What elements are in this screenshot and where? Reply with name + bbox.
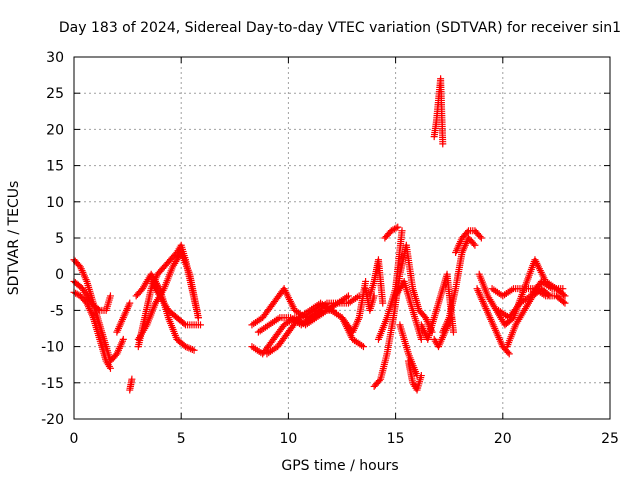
y-tick-label: -10 [41, 340, 64, 356]
x-tick-label: 20 [494, 431, 512, 447]
data-point [417, 335, 425, 343]
data-point [180, 320, 188, 328]
data-point [561, 292, 569, 300]
data-points [70, 75, 569, 394]
data-point [359, 343, 367, 351]
x-axis-title: GPS time / hours [281, 458, 398, 474]
series-arc23 [417, 270, 457, 343]
data-point [379, 299, 387, 307]
grid-lines [74, 57, 610, 419]
chart-title: Day 183 of 2024, Sidereal Day-to-day VTE… [59, 20, 621, 36]
data-point [187, 345, 195, 353]
data-point [545, 291, 553, 299]
data-point [561, 299, 569, 307]
data-point [128, 375, 136, 383]
data-point [394, 223, 402, 231]
series-arc1 [70, 256, 127, 365]
series-arc18 [374, 227, 406, 343]
data-point [126, 299, 134, 307]
data-point [439, 140, 447, 148]
axis-ticks: 0 5 10 15 20 25 -20 -15 -10 -5 0 5 10 15 20 25 30 [41, 50, 619, 447]
series-arc26 [430, 75, 447, 148]
data-point [546, 292, 554, 300]
series-arc21 [396, 321, 421, 380]
series-arc3 [70, 277, 114, 314]
data-point [196, 321, 204, 329]
series-arc15 [362, 285, 378, 314]
data-point [362, 277, 370, 285]
series-arc4 [113, 299, 134, 336]
series-arc8 [134, 248, 202, 343]
x-tick-label: 10 [279, 431, 297, 447]
data-point [194, 314, 202, 322]
data-point [391, 225, 399, 233]
data-point [392, 224, 400, 232]
data-point [94, 305, 102, 313]
data-point [73, 290, 81, 298]
data-point [477, 234, 485, 242]
series-arc22 [404, 357, 425, 394]
data-point [188, 345, 196, 353]
series-arc28 [473, 285, 513, 358]
data-point [106, 364, 114, 372]
y-tick-label: 10 [46, 195, 64, 211]
y-tick-label: 5 [55, 231, 64, 247]
data-point [447, 314, 455, 322]
y-tick-label: 0 [55, 267, 64, 283]
x-tick-label: 15 [387, 431, 405, 447]
data-point [181, 343, 189, 351]
data-point [185, 344, 193, 352]
series-arc19 [381, 223, 402, 242]
data-point [471, 241, 479, 249]
data-point [449, 328, 457, 336]
series-arc32 [503, 285, 554, 351]
y-tick-label: -20 [41, 412, 64, 428]
series-arc13 [263, 299, 367, 358]
data-point [119, 335, 127, 343]
data-point [344, 292, 352, 300]
x-tick-label: 25 [601, 431, 619, 447]
y-tick-label: 25 [46, 86, 64, 102]
y-tick-label: 20 [46, 122, 64, 138]
series-arc25 [430, 314, 455, 351]
data-point [463, 228, 471, 236]
data-point [470, 240, 478, 248]
data-point [505, 350, 513, 358]
data-point [375, 377, 383, 385]
data-point [190, 346, 198, 354]
data-point [476, 233, 484, 241]
x-tick-label: 0 [70, 431, 79, 447]
series-arc20 [392, 277, 425, 343]
data-point [504, 348, 512, 356]
data-point [559, 285, 567, 293]
y-tick-label: 30 [46, 50, 64, 66]
series-arc16 [366, 256, 387, 307]
series-arc17 [370, 241, 436, 390]
x-tick-label: 5 [177, 431, 186, 447]
y-tick-label: -15 [41, 376, 64, 392]
series-arc9 [147, 277, 204, 329]
y-tick-label: 15 [46, 159, 64, 175]
data-point [417, 372, 425, 380]
y-axis-title: SDTVAR / TECUs [6, 181, 22, 296]
y-tick-label: -5 [50, 303, 64, 319]
data-point [560, 291, 568, 299]
series-arc5 [126, 375, 136, 394]
data-point [560, 298, 568, 306]
series-arc27 [452, 227, 485, 256]
data-point [183, 343, 191, 351]
data-point [398, 227, 406, 235]
data-point [106, 292, 114, 300]
